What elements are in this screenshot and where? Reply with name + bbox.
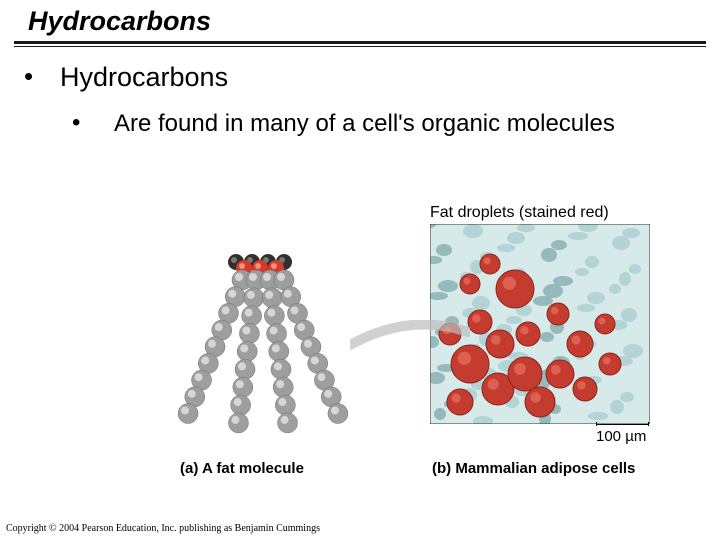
scale-tick [596,422,597,426]
label-fat-droplets: Fat droplets (stained red) [430,204,609,222]
scale-bar [596,424,648,425]
copyright-text: Copyright © 2004 Pearson Education, Inc.… [6,523,320,534]
page-title: Hydrocarbons [0,0,720,41]
bullet-text: Hydrocarbons [60,61,228,93]
pointer-line [350,320,470,350]
bullet-level-2: • Are found in many of a cell's organic … [0,93,720,139]
bullet-level-1: • Hydrocarbons [0,47,720,93]
bullet-marker: • [72,109,114,137]
caption-a: (a) A fat molecule [180,460,304,477]
scale-tick [648,422,649,426]
fat-molecule-diagram [160,240,360,460]
caption-b: (b) Mammalian adipose cells [432,460,635,477]
bullet-marker: • [24,61,60,91]
figure-area: Fat droplets (stained red) ▼ 100 µm (a) … [0,200,720,510]
bullet-text: Are found in many of a cell's organic mo… [114,109,615,139]
scale-caption: 100 µm [596,428,646,445]
